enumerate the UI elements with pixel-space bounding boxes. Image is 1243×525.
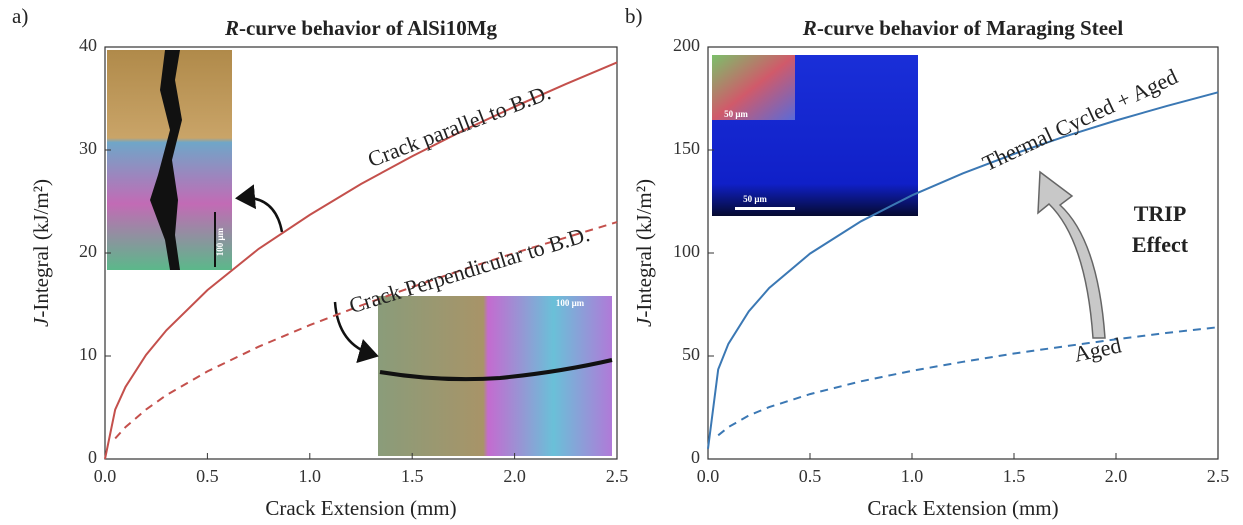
scale-bar — [735, 207, 795, 210]
annotation: TRIP — [1134, 201, 1187, 226]
y-tick-label: 0 — [691, 447, 700, 467]
x-tick-label: 1.5 — [401, 466, 424, 486]
arrow — [240, 198, 282, 232]
x-tick-label: 0.0 — [94, 466, 117, 486]
y-tick-label: 150 — [673, 138, 700, 158]
x-tick-label: 0.5 — [196, 466, 219, 486]
annotation: 100 μm — [556, 298, 585, 308]
y-tick-label: 30 — [79, 138, 97, 158]
x-tick-label: 0.5 — [799, 466, 822, 486]
y-tick-label: 100 — [673, 241, 700, 261]
annotation: Effect — [1132, 232, 1189, 257]
y-axis-label: J-Integral (kJ/m²) — [29, 179, 53, 327]
y-axis-label: J-Integral (kJ/m²) — [632, 179, 656, 327]
y-tick-label: 200 — [673, 35, 700, 55]
x-axis-label: Crack Extension (mm) — [265, 496, 456, 520]
curve-label: Crack parallel to B.D. — [364, 79, 554, 172]
micrographs — [107, 50, 1105, 456]
x-tick-label: 0.0 — [697, 466, 720, 486]
x-tick-label: 2.0 — [503, 466, 526, 486]
x-axis-label: Crack Extension (mm) — [867, 496, 1058, 520]
chart-title: R-curve behavior of Maraging Steel — [802, 16, 1124, 40]
panel-label: b) — [625, 4, 643, 28]
trip-arrow — [1038, 172, 1105, 338]
x-tick-label: 2.0 — [1105, 466, 1128, 486]
x-tick-label: 1.5 — [1003, 466, 1026, 486]
x-tick-label: 2.5 — [606, 466, 629, 486]
y-tick-label: 10 — [79, 344, 97, 364]
x-tick-label: 1.0 — [299, 466, 322, 486]
curve — [718, 327, 1218, 435]
annotation: 50 μm — [743, 194, 767, 204]
annotation: 50 μm — [724, 109, 748, 119]
curve-label: Aged — [1072, 332, 1124, 366]
y-tick-label: 0 — [88, 447, 97, 467]
x-tick-label: 1.0 — [901, 466, 924, 486]
panel-label: a) — [12, 4, 28, 28]
y-tick-label: 50 — [682, 344, 700, 364]
y-tick-label: 40 — [79, 35, 97, 55]
chart: a) R-curve behavior of AlSi10Mg Crack Exte… — [0, 0, 1243, 525]
annotation: 100 μm — [215, 227, 225, 256]
y-tick-label: 20 — [79, 241, 97, 261]
chart-title: R-curve behavior of AlSi10Mg — [224, 16, 498, 40]
x-tick-label: 2.5 — [1207, 466, 1230, 486]
curve-label: Thermal Cycled + Aged — [979, 64, 1182, 176]
